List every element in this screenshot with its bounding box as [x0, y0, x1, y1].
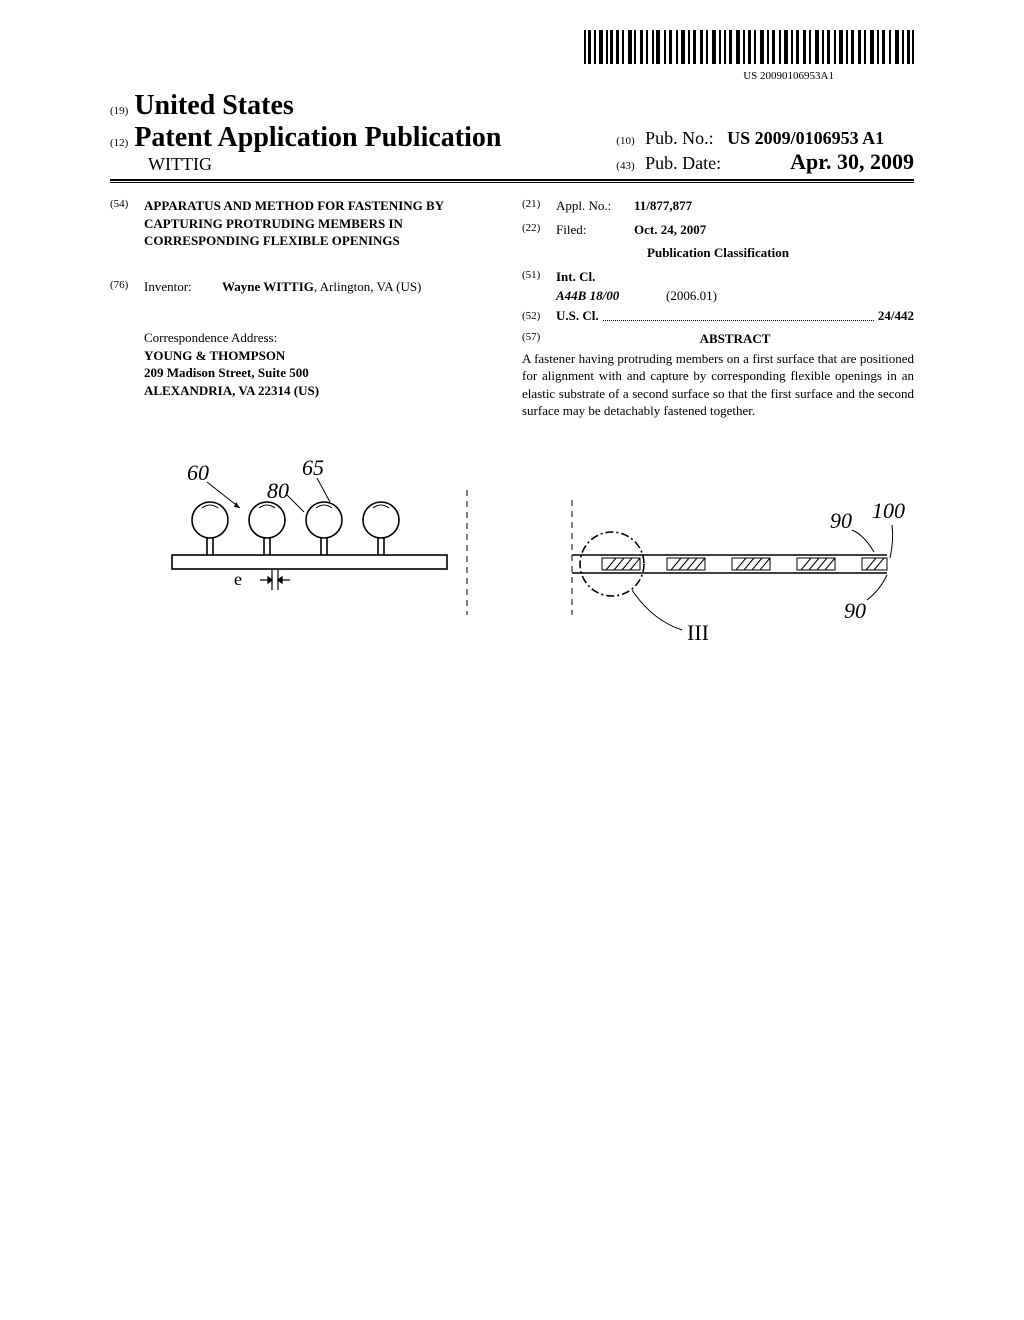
figure-svg: 60 65 80 e 90 100 90 III: [110, 440, 914, 650]
code-52: (52): [522, 309, 556, 324]
ref-60: 60: [187, 460, 209, 485]
appl-label: Appl. No.:: [556, 197, 634, 215]
inventor-value: Wayne WITTIG, Arlington, VA (US): [222, 278, 421, 296]
code-10: (10): [616, 135, 634, 147]
invention-title: APPARATUS AND METHOD FOR FASTENING BY CA…: [144, 197, 502, 250]
ref-100: 100: [872, 498, 905, 523]
barcode-text: US 20090106953A1: [110, 70, 834, 82]
code-57: (57): [522, 330, 556, 348]
classification-heading: Publication Classification: [522, 244, 914, 262]
pub-date: Apr. 30, 2009: [790, 149, 914, 174]
intcl-label: Int. Cl.: [556, 269, 595, 284]
ref-80: 80: [267, 478, 289, 503]
patent-page: US 20090106953A1 (19) United States (12)…: [0, 0, 1024, 654]
barcode-area: US 20090106953A1: [110, 30, 914, 82]
code-12: (12): [110, 137, 128, 149]
ref-e: e: [234, 569, 242, 589]
uscl-value: 24/442: [878, 308, 914, 323]
bibliographic-columns: (54) APPARATUS AND METHOD FOR FASTENING …: [110, 197, 914, 420]
code-43: (43): [616, 160, 634, 172]
code-76: (76): [110, 278, 144, 296]
code-22: (22): [522, 221, 556, 239]
rule-thick: [110, 179, 914, 181]
code-51: (51): [522, 268, 556, 286]
ref-III: III: [687, 620, 709, 645]
corr-name: YOUNG & THOMPSON: [144, 348, 285, 363]
inventor-header: WITTIG: [148, 154, 501, 175]
doc-type: Patent Application Publication: [134, 122, 501, 154]
header-block: (19) United States (12) Patent Applicati…: [110, 90, 914, 175]
correspondence-block: Correspondence Address: YOUNG & THOMPSON…: [144, 329, 502, 399]
intcl-code: A44B 18/00: [556, 288, 619, 303]
abstract-heading: ABSTRACT: [700, 331, 771, 346]
right-header: (10) Pub. No.: US 2009/0106953 A1 (43) P…: [616, 128, 914, 175]
inventor-label: Inventor:: [144, 278, 222, 296]
right-column: (21) Appl. No.: 11/877,877 (22) Filed: O…: [522, 197, 914, 420]
filed-label: Filed:: [556, 221, 634, 239]
corr-city: ALEXANDRIA, VA 22314 (US): [144, 383, 319, 398]
inventor-name: Wayne WITTIG: [222, 279, 314, 294]
ref-65: 65: [302, 455, 324, 480]
uscl-label: U.S. Cl.: [556, 308, 599, 323]
rule-thin: [110, 182, 914, 183]
pub-date-label: Pub. Date:: [645, 153, 721, 173]
left-column: (54) APPARATUS AND METHOD FOR FASTENING …: [110, 197, 502, 420]
pub-no: US 2009/0106953 A1: [727, 128, 884, 148]
figure: 60 65 80 e 90 100 90 III: [110, 440, 914, 654]
inventor-loc: , Arlington, VA (US): [314, 279, 422, 294]
code-54: (54): [110, 197, 144, 250]
dotted-leader: [603, 310, 874, 321]
country: United States: [134, 90, 293, 122]
pub-no-label: Pub. No.:: [645, 128, 714, 148]
appl-no: 11/877,877: [634, 197, 692, 215]
filed-date: Oct. 24, 2007: [634, 221, 706, 239]
code-21: (21): [522, 197, 556, 215]
barcode: [584, 30, 914, 68]
ref-90-bottom: 90: [844, 598, 866, 623]
intcl-date: (2006.01): [666, 287, 717, 305]
code-19: (19): [110, 105, 128, 117]
abstract-text: A fastener having protruding members on …: [522, 350, 914, 420]
corr-street: 209 Madison Street, Suite 500: [144, 365, 309, 380]
corr-label: Correspondence Address:: [144, 329, 502, 347]
ref-90-top: 90: [830, 508, 852, 533]
